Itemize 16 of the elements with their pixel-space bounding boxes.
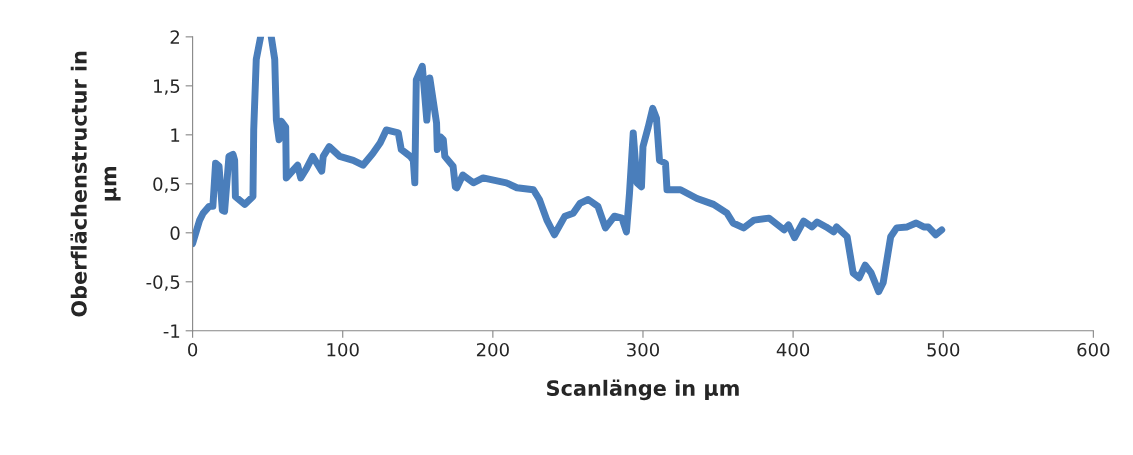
x-tick-label: 100 [327,342,359,357]
x-tick-label: 0 [188,342,198,357]
y-tick-label: 2 [170,30,179,44]
y-tick-label: 0 [170,226,180,240]
x-tick-label: 300 [627,342,660,357]
x-tick-label: 200 [476,342,509,357]
y-tick-label: -0,5 [146,275,180,291]
x-axis-title: Scanlänge in µm [547,379,739,401]
y-tick-label: 1 [171,128,180,142]
y-tick-label: 0,5 [153,177,180,193]
x-tick-label: 400 [776,342,810,357]
y-tick-label: 1,5 [154,79,180,95]
y-axis-title: Oberflächenstructur in µm [70,51,121,317]
x-tick-label: 500 [927,342,960,357]
y-tick-label: -1 [163,324,180,338]
x-tick-label: 600 [1077,342,1110,357]
